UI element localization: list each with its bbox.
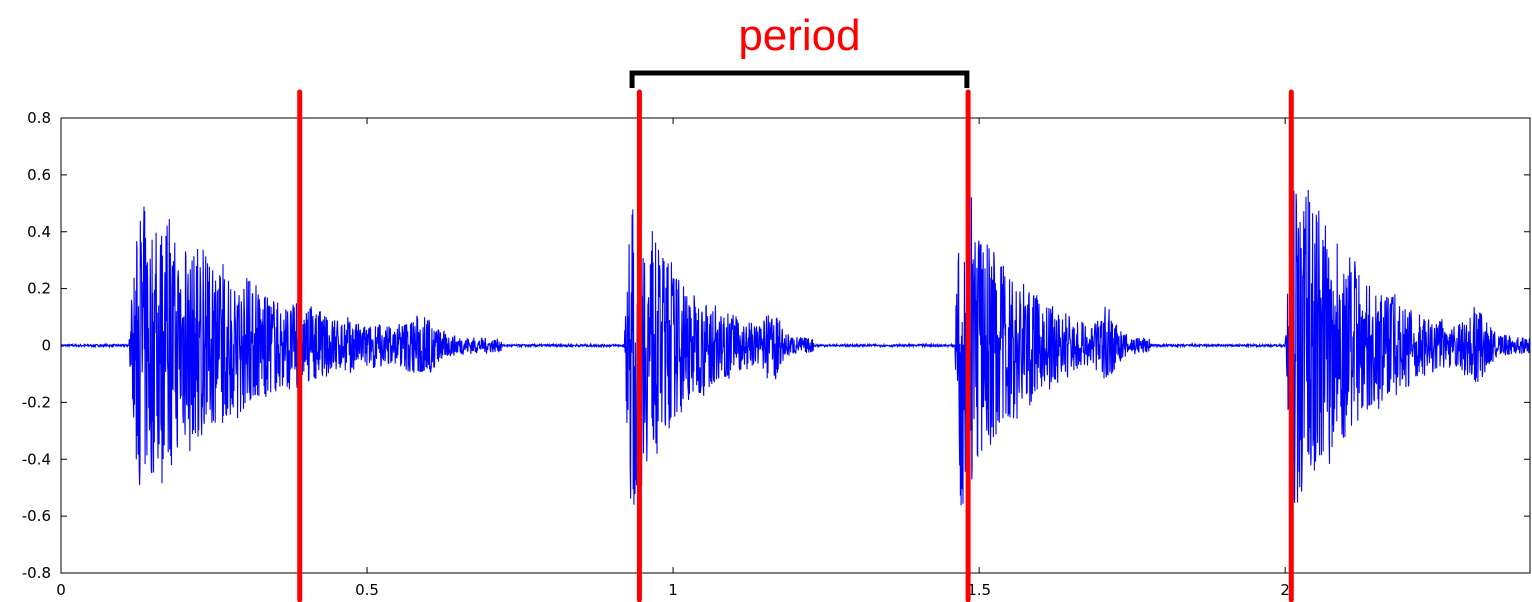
series-layer — [60, 189, 1531, 506]
x-tick-label: 2 — [1280, 581, 1290, 599]
y-tick-label: -0.8 — [22, 564, 51, 582]
y-tick-label: -0.4 — [22, 450, 51, 468]
y-tick-label: -0.6 — [22, 507, 51, 525]
annotation-layer: period — [297, 11, 1294, 602]
y-tick-label: 0.6 — [27, 166, 51, 184]
y-tick-label: 0.8 — [27, 109, 51, 127]
ticks-layer: 0 0.5 1 1.5 2 0.8 0.6 0.4 0.2 0 -0.2 -0.4 -0.6 -0.8 — [22, 109, 1530, 599]
x-tick-label: 1.5 — [967, 581, 991, 599]
x-tick-label: 0 — [56, 581, 66, 599]
x-tick-label: 1 — [668, 581, 678, 599]
plot-frame — [60, 117, 1531, 574]
y-tick-label: 0 — [41, 337, 51, 355]
y-tick-label: 0.2 — [27, 280, 51, 298]
y-tick-label: 0.4 — [27, 223, 51, 241]
period-annotation-label: period — [738, 11, 860, 60]
waveform-series-line — [60, 189, 1531, 506]
x-tick-label: 0.5 — [355, 581, 379, 599]
period-bracket — [629, 70, 970, 88]
y-tick-label: -0.2 — [22, 393, 51, 411]
